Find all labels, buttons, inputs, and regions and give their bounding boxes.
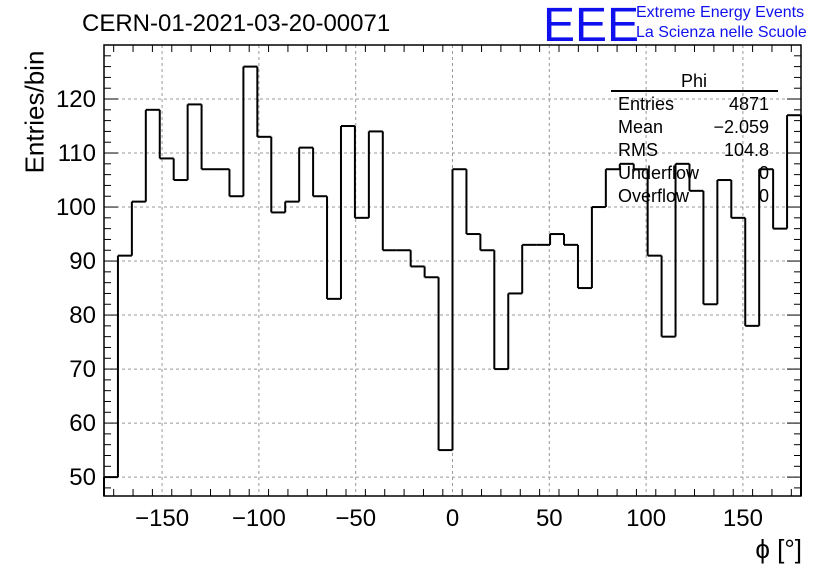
y-tick-label: 60: [69, 410, 96, 437]
axis-ticks: [104, 44, 801, 496]
y-tick-label: 70: [69, 356, 96, 383]
stats-value: −2.059: [713, 117, 769, 137]
y-tick-label: 120: [56, 86, 96, 113]
y-tick-label: 50: [69, 464, 96, 491]
brand-line-2: La Scienza nelle Scuole: [636, 24, 807, 41]
stats-box: Phi Entries 4871 Mean −2.059 RMS 104.8 Underflo…: [611, 71, 778, 206]
stats-label: Mean: [618, 117, 663, 137]
y-tick-label: 100: [56, 194, 96, 221]
y-tick-label: 110: [58, 140, 96, 167]
stats-label: Underflow: [618, 163, 700, 183]
stats-label: Overflow: [618, 186, 690, 206]
chart-title: CERN-01-2021-03-20-00071: [82, 10, 391, 37]
x-tick-label: 100: [626, 505, 666, 532]
stats-label: RMS: [618, 140, 658, 160]
stats-value: 0: [759, 186, 769, 206]
stats-value: 0: [759, 163, 769, 183]
x-tick-label: −150: [135, 505, 189, 532]
x-tick-label: −100: [232, 505, 286, 532]
x-axis-label: ϕ [°]: [755, 534, 802, 564]
y-tick-label: 90: [69, 248, 96, 275]
x-tick-label: −50: [335, 505, 376, 532]
stats-label: Entries: [618, 94, 674, 114]
x-tick-label: 150: [723, 505, 763, 532]
y-tick-label: 80: [69, 302, 96, 329]
stats-value: 4871: [729, 94, 769, 114]
axis-tick-labels: −150 −100 −50 0 50 100 150 50 60 70 80 90 100 110 120: [56, 86, 763, 532]
eee-logo: EEE: [543, 0, 640, 52]
stats-name: Phi: [681, 71, 707, 91]
plot-frame: [103, 44, 802, 497]
x-tick-label: 50: [536, 505, 563, 532]
brand-line-1: Extreme Energy Events: [636, 4, 805, 21]
x-tick-label: 0: [446, 505, 459, 532]
stats-value: 104.8: [724, 140, 769, 160]
